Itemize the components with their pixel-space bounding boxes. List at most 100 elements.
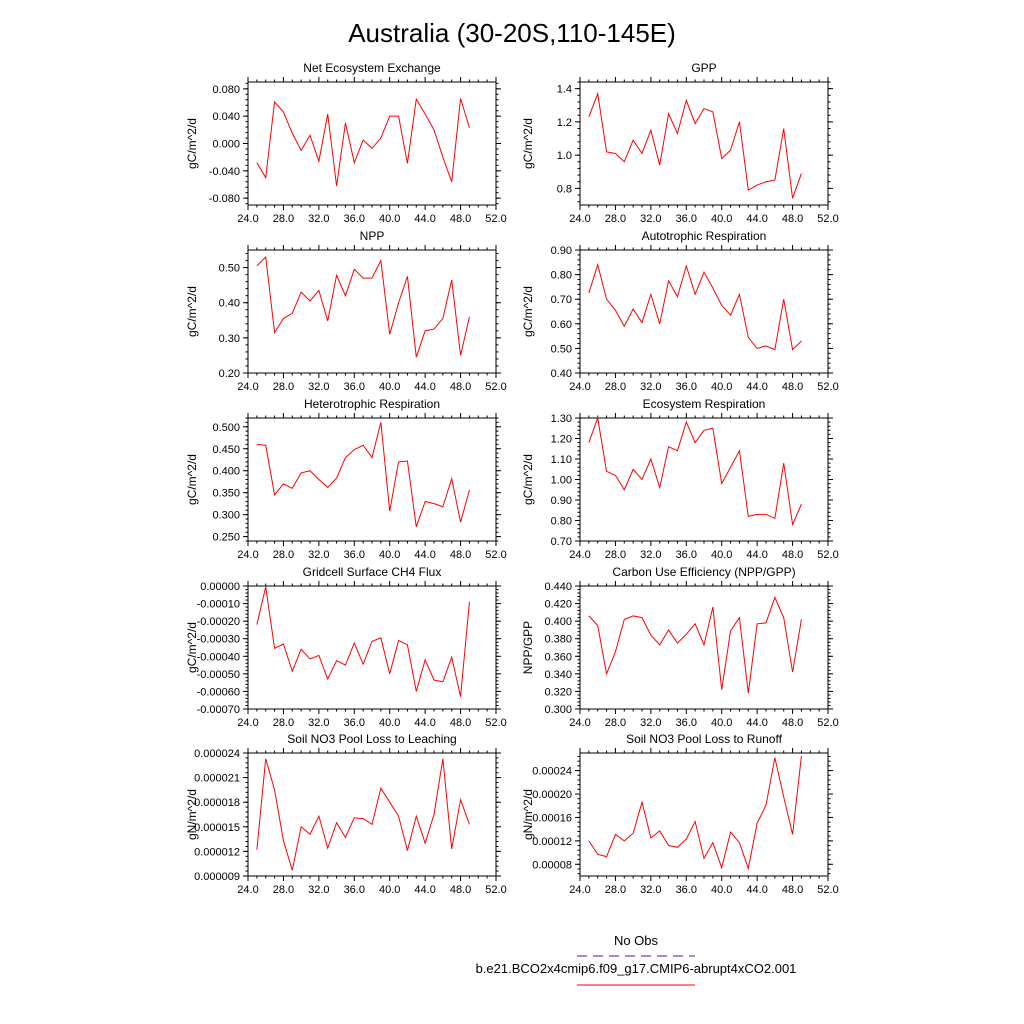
y-axis-label: NPP/GPP: [521, 621, 535, 674]
x-tick-label: 48.0: [782, 717, 803, 729]
x-tick-label: 48.0: [782, 213, 803, 225]
panel-0: Net Ecosystem Exchange 24.0 28.0 32.0 36.0 40…: [185, 61, 507, 225]
series-line: [588, 416, 802, 527]
series-line: [256, 255, 470, 358]
plot-frame: [247, 81, 497, 206]
x-tick-label: 44.0: [414, 381, 435, 393]
x-tick-label: 44.0: [746, 717, 767, 729]
x-tick-label: 40.0: [379, 717, 400, 729]
y-tick-label: 0.350: [212, 488, 240, 500]
panel-title: Soil NO3 Pool Loss to Runoff: [626, 732, 783, 746]
y-tick-label: 0.8: [557, 183, 572, 195]
y-tick-label: 0.40: [219, 298, 240, 310]
panel-1: GPP 24.0 28.0 32.0 36.0 40.0 44.0 48.0 52.0 0.8 1.…: [521, 61, 839, 225]
y-tick-label: 0.340: [544, 669, 572, 681]
x-tick-label: 36.0: [676, 884, 697, 896]
x-tick-label: 36.0: [344, 381, 365, 393]
panel-9: Soil NO3 Pool Loss to Runoff 24.0 28.0 32.0…: [521, 732, 839, 896]
x-tick-label: 24.0: [237, 549, 258, 561]
y-tick-label: 0.00016: [532, 812, 572, 824]
plot-frame: [579, 249, 829, 374]
y-tick-label: 1.00: [551, 475, 572, 487]
y-tick-label: 0.250: [212, 532, 240, 544]
y-tick-label: 0.70: [551, 536, 572, 548]
x-tick-label: 32.0: [308, 717, 329, 729]
y-tick-label: 0.440: [544, 581, 572, 593]
y-axis-label: gC/m^2/d: [185, 118, 199, 169]
y-tick-label: 0.90: [551, 495, 572, 507]
x-tick-label: 32.0: [640, 884, 661, 896]
x-tick-label: 24.0: [569, 381, 590, 393]
x-tick-label: 40.0: [711, 213, 732, 225]
x-tick-label: 44.0: [414, 717, 435, 729]
x-tick-label: 36.0: [676, 213, 697, 225]
y-tick-label: -0.00020: [197, 616, 240, 628]
plot-frame: [247, 752, 497, 877]
y-tick-label: 0.420: [544, 599, 572, 611]
y-tick-label: 0.80: [551, 270, 572, 282]
x-tick-label: 40.0: [379, 381, 400, 393]
y-tick-label: -0.00040: [197, 651, 240, 663]
panel-5: Ecosystem Respiration 24.0 28.0 32.0 36.0 40.…: [521, 397, 839, 561]
y-tick-label: -0.080: [209, 193, 240, 205]
x-tick-label: 48.0: [782, 549, 803, 561]
x-tick-label: 36.0: [344, 213, 365, 225]
x-tick-label: 24.0: [237, 381, 258, 393]
y-tick-label: 0.70: [551, 294, 572, 306]
series-line: [588, 262, 802, 351]
x-tick-label: 32.0: [640, 381, 661, 393]
x-tick-label: 36.0: [676, 717, 697, 729]
x-tick-label: 40.0: [711, 717, 732, 729]
x-tick-label: 24.0: [569, 717, 590, 729]
y-tick-label: 1.10: [551, 454, 572, 466]
panel-title: GPP: [691, 61, 716, 75]
x-tick-label: 32.0: [308, 549, 329, 561]
x-tick-label: 52.0: [485, 213, 506, 225]
y-axis-label: gC/m^2/d: [185, 286, 199, 337]
y-tick-label: 0.00024: [532, 766, 572, 778]
x-tick-label: 52.0: [485, 884, 506, 896]
series-line: [256, 422, 470, 528]
y-axis-label: gN/m^2/d: [185, 789, 199, 840]
panel-title: Heterotrophic Respiration: [304, 397, 440, 411]
series-line: [588, 91, 802, 199]
plot-frame: [247, 249, 497, 374]
panel-3: Autotrophic Respiration 24.0 28.0 32.0 36.0 4…: [521, 229, 839, 393]
x-tick-label: 32.0: [640, 213, 661, 225]
y-tick-label: 0.500: [212, 422, 240, 434]
x-tick-label: 28.0: [273, 884, 294, 896]
y-tick-label: 0.00008: [532, 859, 572, 871]
x-tick-label: 24.0: [237, 213, 258, 225]
y-tick-label: 0.00000: [200, 581, 240, 593]
x-tick-label: 44.0: [746, 884, 767, 896]
x-tick-label: 44.0: [746, 381, 767, 393]
panel-6: Gridcell Surface CH4 Flux 24.0 28.0 32.0 36.…: [185, 565, 507, 729]
x-tick-label: 52.0: [485, 549, 506, 561]
x-tick-label: 28.0: [605, 549, 626, 561]
x-tick-label: 52.0: [485, 717, 506, 729]
y-axis-label: gC/m^2/d: [521, 286, 535, 337]
x-tick-label: 48.0: [450, 717, 471, 729]
figure-title: Australia (30-20S,110-145E): [348, 18, 676, 48]
y-tick-label: 0.90: [551, 245, 572, 257]
x-tick-label: 52.0: [817, 213, 838, 225]
y-axis-label: gC/m^2/d: [185, 622, 199, 673]
x-tick-label: 48.0: [782, 884, 803, 896]
y-tick-label: 0.000012: [194, 846, 240, 858]
legend-label-obs: No Obs: [614, 933, 659, 948]
y-tick-label: 0.00012: [532, 836, 572, 848]
x-tick-label: 48.0: [782, 381, 803, 393]
y-tick-label: 0.000: [212, 139, 240, 151]
y-tick-label: 1.0: [557, 150, 572, 162]
x-tick-label: 32.0: [640, 549, 661, 561]
y-tick-label: 0.30: [219, 333, 240, 345]
x-tick-label: 48.0: [450, 381, 471, 393]
x-tick-label: 28.0: [605, 381, 626, 393]
plot-frame: [579, 585, 829, 710]
panel-7: Carbon Use Efficiency (NPP/GPP) 24.0 28.0 3…: [521, 565, 839, 729]
panel-title: Carbon Use Efficiency (NPP/GPP): [612, 565, 795, 579]
x-tick-label: 48.0: [450, 549, 471, 561]
y-tick-label: 0.50: [551, 343, 572, 355]
y-tick-label: 0.300: [212, 510, 240, 522]
x-tick-label: 48.0: [450, 884, 471, 896]
